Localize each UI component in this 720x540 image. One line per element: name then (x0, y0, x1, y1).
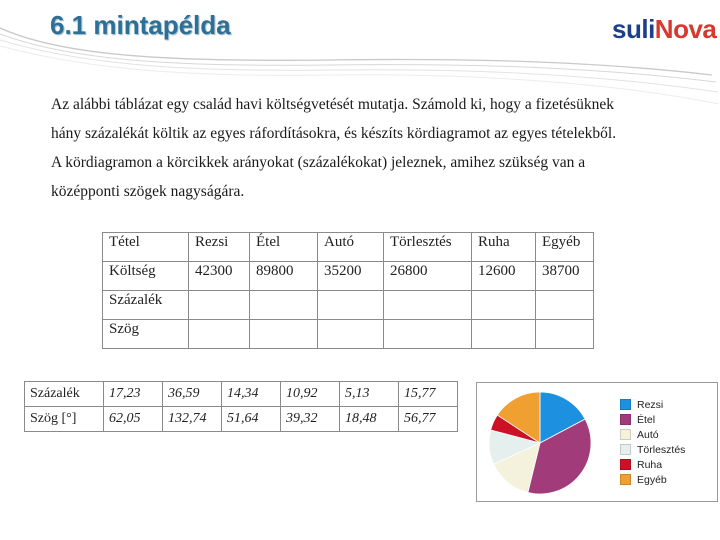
table-header-cell: Tétel (102, 232, 189, 262)
table-cell: 10,92 (280, 381, 340, 407)
paragraph-line: hány százalékát költik az egyes ráfordít… (51, 125, 617, 142)
row-label: Százalék (24, 381, 104, 407)
table-row: Százalék 17,23 36,59 14,34 10,92 5,13 15… (24, 381, 458, 407)
chart-legend: Rezsi Étel Autó Törlesztés Ruha Egyéb (620, 397, 685, 487)
table-row: Százalék (102, 290, 594, 320)
row-label: Szög (102, 319, 189, 349)
legend-item: Ruha (620, 457, 685, 472)
legend-label: Ruha (637, 458, 663, 471)
pie-chart-box: Rezsi Étel Autó Törlesztés Ruha Egyéb (476, 382, 718, 502)
table-cell (383, 319, 472, 349)
table-row: Szög [°] 62,05 132,74 51,64 39,32 18,48 … (24, 406, 458, 432)
table-cell: 14,34 (221, 381, 281, 407)
legend-label: Törlesztés (637, 443, 686, 456)
table-row: Szög (102, 319, 594, 349)
table-cell: 35200 (317, 261, 384, 291)
pie-slice-5 (496, 391, 541, 444)
table-cell (249, 319, 318, 349)
table-cell (249, 290, 318, 320)
legend-swatch (620, 474, 631, 485)
table-cell (383, 290, 472, 320)
table-row: Költség 42300 89800 35200 26800 12600 38… (102, 261, 594, 291)
legend-swatch (620, 429, 631, 440)
table-cell: 15,77 (398, 381, 458, 407)
table-cell: 132,74 (162, 406, 222, 432)
row-label: Szög [°] (24, 406, 104, 432)
table-cell (317, 319, 384, 349)
pie-slice-0 (539, 391, 586, 444)
legend-swatch (620, 414, 631, 425)
paragraph-line: Az alábbi táblázat egy család havi költs… (51, 96, 614, 113)
legend-item: Autó (620, 427, 685, 442)
table-cell: 12600 (471, 261, 536, 291)
table-cell (317, 290, 384, 320)
paragraph-line: A kördiagramon a körcikkek arányokat (sz… (51, 154, 586, 171)
table-cell: 89800 (249, 261, 318, 291)
row-label: Költség (102, 261, 189, 291)
legend-item: Rezsi (620, 397, 685, 412)
page-title: 6.1 mintapélda (50, 10, 231, 40)
row-label: Százalék (102, 290, 189, 320)
table-cell: 51,64 (221, 406, 281, 432)
table-header-cell: Törlesztés (383, 232, 472, 262)
table-header-cell: Ruha (471, 232, 536, 262)
logo-text-nova: Nova (654, 14, 717, 44)
legend-swatch (620, 459, 631, 470)
table-cell (188, 319, 250, 349)
table-cell: 62,05 (103, 406, 163, 432)
table-header-cell: Egyéb (535, 232, 594, 262)
table-cell: 5,13 (339, 381, 399, 407)
budget-table: Tétel Rezsi Étel Autó Törlesztés Ruha Eg… (102, 232, 594, 349)
table-cell (471, 290, 536, 320)
paragraph-line: középponti szögek nagyságára. (51, 183, 245, 200)
table-cell: 17,23 (103, 381, 163, 407)
logo-text-suli: suli (612, 14, 655, 44)
table-cell (471, 319, 536, 349)
table-cell: 36,59 (162, 381, 222, 407)
table-cell: 56,77 (398, 406, 458, 432)
legend-label: Étel (637, 413, 656, 426)
legend-label: Rezsi (637, 398, 664, 411)
pie-slice-1 (527, 418, 592, 495)
legend-swatch (620, 444, 631, 455)
table-cell: 38700 (535, 261, 594, 291)
legend-swatch (620, 399, 631, 410)
sulinova-logo: suliNova (612, 14, 717, 45)
table-cell (535, 319, 594, 349)
table-cell: 18,48 (339, 406, 399, 432)
table-header-cell: Rezsi (188, 232, 250, 262)
table-cell: 42300 (188, 261, 250, 291)
table-cell (188, 290, 250, 320)
pie-chart (488, 391, 592, 495)
legend-item: Étel (620, 412, 685, 427)
legend-item: Törlesztés (620, 442, 685, 457)
table-header-cell: Autó (317, 232, 384, 262)
decorative-swoosh (0, 27, 720, 105)
table-row: Tétel Rezsi Étel Autó Törlesztés Ruha Eg… (102, 232, 594, 262)
result-table: Százalék 17,23 36,59 14,34 10,92 5,13 15… (24, 381, 458, 432)
legend-label: Egyéb (637, 473, 667, 486)
table-cell (535, 290, 594, 320)
task-description: Az alábbi táblázat egy család havi költs… (51, 90, 641, 206)
table-cell: 26800 (383, 261, 472, 291)
table-cell: 39,32 (280, 406, 340, 432)
table-header-cell: Étel (249, 232, 318, 262)
legend-item: Egyéb (620, 472, 685, 487)
legend-label: Autó (637, 428, 659, 441)
